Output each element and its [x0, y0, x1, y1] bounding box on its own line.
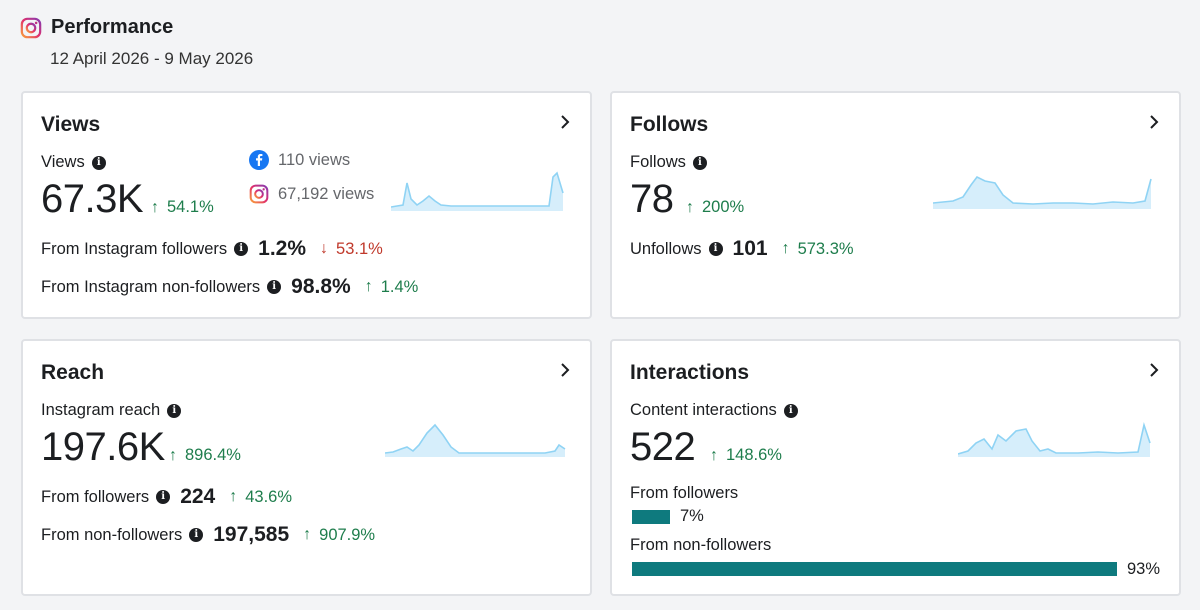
info-icon[interactable]: i	[692, 155, 707, 170]
arrow-up-icon: ↑	[781, 240, 790, 257]
interactions-from-followers-label: From followers	[630, 484, 739, 502]
info-icon[interactable]: i	[156, 490, 171, 504]
interactions-from-non-followers-label: From non-followers	[630, 536, 772, 554]
interactions-card-title: Interactions	[630, 361, 750, 384]
instagram-icon	[20, 17, 42, 38]
follows-value: 78	[630, 177, 674, 221]
views-from-non-followers-row: From Instagram non-followers i 98.8% ↑ 1.4…	[41, 275, 419, 298]
views-from-followers-row: From Instagram followers i 1.2% ↓ 53.1%	[41, 237, 383, 260]
interactions-metric-label: Content interactions i	[630, 401, 798, 420]
arrow-up-icon: ↑	[710, 446, 718, 464]
chevron-right-icon[interactable]	[1147, 363, 1161, 377]
page-title: Performance	[51, 16, 174, 38]
arrow-down-icon: ↓	[320, 240, 329, 257]
reach-delta: ↑ 896.4%	[169, 446, 241, 464]
info-icon[interactable]: i	[91, 155, 106, 170]
views-value: 67.3K	[41, 177, 144, 221]
info-icon[interactable]: i	[167, 403, 182, 418]
arrow-up-icon: ↑	[151, 198, 159, 216]
non-followers-share-percent: 93%	[1127, 560, 1161, 578]
facebook-icon	[249, 150, 269, 170]
follows-delta: ↑ 200%	[686, 198, 745, 216]
follows-card-title: Follows	[630, 113, 709, 136]
reach-card-title: Reach	[41, 361, 105, 384]
page-header: Performance 12 April 2026 - 9 May 2026	[20, 16, 253, 69]
arrow-up-icon: ↑	[229, 488, 238, 505]
views-card[interactable]: Views Views i 67.3K ↑ 54.1% 110 views 67,1…	[21, 91, 592, 319]
chevron-right-icon[interactable]	[1147, 115, 1161, 129]
reach-metric-label: Instagram reach i	[41, 401, 182, 420]
info-icon[interactable]: i	[267, 280, 282, 294]
non-followers-share-bar	[632, 562, 1117, 576]
views-delta: ↑ 54.1%	[151, 198, 214, 216]
interactions-card[interactable]: Interactions Content interactions i 522 ↑…	[610, 339, 1181, 596]
views-source-instagram: 67,192 views	[249, 184, 374, 204]
arrow-up-icon: ↑	[364, 278, 373, 295]
interactions-sparkline	[958, 422, 1151, 457]
info-icon[interactable]: i	[783, 403, 798, 418]
date-range: 12 April 2026 - 9 May 2026	[50, 49, 254, 68]
reach-value: 197.6K	[41, 425, 165, 469]
views-source-facebook: 110 views	[249, 150, 350, 170]
info-icon[interactable]: i	[189, 528, 204, 542]
follows-metric-label: Follows i	[630, 153, 707, 172]
views-sparkline	[391, 171, 564, 211]
reach-from-non-followers-row: From non-followers i 197,585 ↑ 907.9%	[41, 523, 376, 546]
interactions-delta: ↑ 148.6%	[710, 446, 782, 464]
reach-sparkline	[385, 423, 566, 457]
instagram-icon	[249, 184, 269, 204]
followers-share-percent: 7%	[680, 507, 704, 525]
follows-card[interactable]: Follows Follows i 78 ↑ 200% Unfollows i 101…	[610, 91, 1181, 319]
views-metric-label: Views i	[41, 153, 106, 172]
arrow-up-icon: ↑	[169, 446, 177, 464]
arrow-up-icon: ↑	[686, 198, 694, 216]
arrow-up-icon: ↑	[303, 526, 312, 543]
reach-card[interactable]: Reach Instagram reach i 197.6K ↑ 896.4% Fr…	[21, 339, 592, 596]
interactions-value: 522	[630, 425, 696, 469]
info-icon[interactable]: i	[708, 242, 723, 256]
unfollows-row: Unfollows i 101 ↑ 573.3%	[630, 237, 854, 260]
info-icon[interactable]: i	[234, 242, 249, 256]
views-card-title: Views	[41, 113, 101, 136]
chevron-right-icon[interactable]	[558, 363, 572, 377]
follows-sparkline	[933, 175, 1152, 209]
followers-share-bar	[632, 510, 670, 524]
chevron-right-icon[interactable]	[558, 115, 572, 129]
reach-from-followers-row: From followers i 224 ↑ 43.6%	[41, 485, 293, 508]
